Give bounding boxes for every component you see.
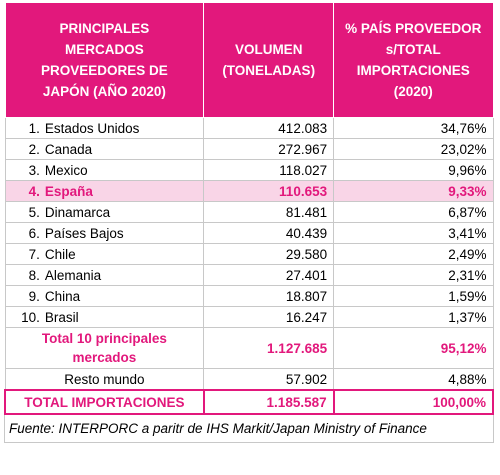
header-cell: PRINCIPALES MERCADOS PROVEEDORES DE JAPÓ… [4, 2, 205, 118]
cell: 9,96% [333, 159, 494, 181]
cell: Brasil [42, 306, 205, 328]
cell: Países Bajos [42, 222, 205, 244]
cell: 110.653 [203, 180, 335, 202]
cell: 10. [4, 306, 43, 328]
cell: 34,76% [333, 117, 494, 139]
data-row: 10. Brasil 16.247 1,37% [4, 306, 494, 328]
cell: 29.580 [203, 243, 335, 265]
cell: 23,02% [333, 138, 494, 160]
cell: España [42, 180, 205, 202]
source-note: Fuente: INTERPORC a paritr de IHS Markit… [4, 415, 494, 443]
data-row: 2. Canada 272.967 23,02% [4, 138, 494, 160]
cell: 16.247 [203, 306, 335, 328]
cell: 9. [4, 285, 43, 307]
cell: 272.967 [203, 138, 335, 160]
table-wrap: PRINCIPALES MERCADOS PROVEEDORES DE JAPÓ… [4, 2, 495, 443]
cell: 3,41% [333, 222, 494, 244]
cell: 4. [4, 180, 43, 202]
cell: 40.439 [203, 222, 335, 244]
cell: 1.185.587 [202, 389, 335, 415]
cell: Resto mundo [4, 368, 205, 391]
imports-table: PRINCIPALES MERCADOS PROVEEDORES DE JAPÓ… [4, 2, 495, 415]
data-row: 5. Dinamarca 81.481 6,87% [4, 201, 494, 223]
data-row: 1. Estados Unidos 412.083 34,76% [4, 117, 494, 139]
data-row: 8. Alemania 27.401 2,31% [4, 264, 494, 286]
cell: Alemania [42, 264, 205, 286]
data-row: 6. Países Bajos 40.439 3,41% [4, 222, 494, 244]
cell: 412.083 [203, 117, 335, 139]
cell: 6. [4, 222, 43, 244]
cell: 5. [4, 201, 43, 223]
data-row: 4. España 110.653 9,33% [4, 180, 494, 202]
cell: 18.807 [203, 285, 335, 307]
header-row: PRINCIPALES MERCADOS PROVEEDORES DE JAPÓ… [4, 2, 494, 118]
cell: 3. [4, 159, 43, 181]
cell: 81.481 [203, 201, 335, 223]
cell: 57.902 [203, 368, 335, 391]
cell: 8. [4, 264, 43, 286]
cell: 118.027 [203, 159, 335, 181]
cell: Chile [42, 243, 205, 265]
cell: TOTAL IMPORTACIONES [4, 389, 205, 415]
cell: 2,49% [333, 243, 494, 265]
cell: Estados Unidos [42, 117, 205, 139]
cell: 7. [4, 243, 43, 265]
table-body: 1. Estados Unidos 412.083 34,76% 2. Canada 272… [4, 117, 495, 415]
cell: 95,12% [333, 327, 494, 369]
cell: 1,37% [333, 306, 494, 328]
rest-row: Resto mundo 57.902 4,88% [4, 368, 494, 391]
cell: 2. [4, 138, 43, 160]
cell: Canada [42, 138, 205, 160]
header-cell: % PAÍS PROVEEDOR s/TOTAL IMPORTACIONES (… [333, 2, 494, 118]
data-row: 3. Mexico 118.027 9,96% [4, 159, 494, 181]
data-row: 7. Chile 29.580 2,49% [4, 243, 494, 265]
data-row: 9. China 18.807 1,59% [4, 285, 494, 307]
header-cell: VOLUMEN (TONELADAS) [203, 2, 335, 118]
cell: 9,33% [333, 180, 494, 202]
cell: 2,31% [333, 264, 494, 286]
cell: Mexico [42, 159, 205, 181]
cell: 4,88% [333, 368, 494, 391]
cell: Dinamarca [42, 201, 205, 223]
cell: Total 10 principales mercados [4, 327, 205, 369]
cell: 100,00% [332, 389, 495, 415]
cell: 27.401 [203, 264, 335, 286]
cell: 1.127.685 [203, 327, 335, 369]
cell: 6,87% [333, 201, 494, 223]
cell: China [42, 285, 205, 307]
cell: 1,59% [333, 285, 494, 307]
total-row: TOTAL IMPORTACIONES 1.185.587 100,00% [4, 389, 495, 415]
subtotal-row: Total 10 principales mercados 1.127.685 95… [4, 327, 494, 369]
cell: 1. [4, 117, 43, 139]
